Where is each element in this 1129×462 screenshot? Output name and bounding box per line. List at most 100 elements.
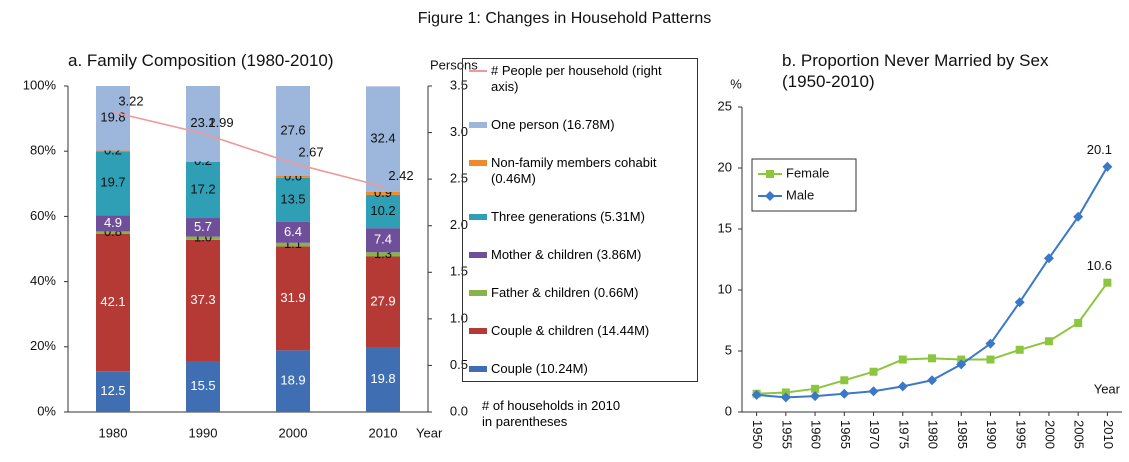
y2-tick-label: 1.5 bbox=[450, 264, 468, 279]
bar-segment bbox=[276, 86, 310, 176]
legend-swatch bbox=[469, 70, 487, 72]
legend-label: Three generations (5.31M) bbox=[491, 209, 645, 224]
marker bbox=[840, 376, 849, 385]
data-label: 19.7 bbox=[100, 175, 125, 190]
x-tick-label: 2010 bbox=[369, 425, 398, 440]
data-label: 31.9 bbox=[280, 290, 305, 305]
data-label: 2.42 bbox=[388, 168, 413, 183]
x-tick-label: 1980 bbox=[99, 425, 128, 440]
data-label: 5.7 bbox=[194, 219, 212, 234]
legend-item: Three generations (5.31M) bbox=[469, 209, 691, 225]
y2-tick-label: 0.5 bbox=[450, 357, 468, 372]
bar-segment bbox=[186, 86, 220, 162]
marker bbox=[928, 354, 936, 363]
bar-segment bbox=[366, 256, 400, 348]
data-label: 27.6 bbox=[280, 122, 305, 137]
y-tick-label: 25 bbox=[718, 98, 732, 113]
marker bbox=[1015, 345, 1024, 354]
data-label: 7.4 bbox=[374, 232, 392, 247]
bar-segment bbox=[366, 228, 400, 253]
bar-segment bbox=[366, 347, 400, 412]
y-tick-label: 5 bbox=[725, 342, 732, 357]
data-label: 37.3 bbox=[190, 292, 215, 307]
legend-item: Father & children (0.66M) bbox=[469, 285, 691, 301]
y-tick-label: 0% bbox=[37, 403, 56, 418]
legend-item: Mother & children (3.86M) bbox=[469, 247, 691, 263]
y2-tick-label: 0.0 bbox=[450, 403, 468, 418]
bar-segment bbox=[276, 221, 310, 243]
note: # of households in 2010 in parentheses bbox=[482, 398, 621, 429]
x-tick-label: 2000 bbox=[279, 425, 308, 440]
marker bbox=[986, 355, 995, 364]
bar-segment bbox=[96, 371, 130, 412]
legend-label: Father & children (0.66M) bbox=[491, 285, 639, 300]
legend-item: # People per household (right axis) bbox=[469, 63, 691, 95]
legend-swatch bbox=[469, 214, 487, 220]
marker bbox=[897, 381, 908, 392]
data-label: 6.4 bbox=[284, 224, 302, 239]
y-tick-label: 60% bbox=[30, 208, 56, 223]
bar-segment bbox=[186, 239, 220, 362]
bar-segment bbox=[186, 361, 220, 412]
data-label: 17.2 bbox=[190, 181, 215, 196]
legend-label: One person (16.78M) bbox=[491, 117, 615, 132]
x-tick-label: 1985 bbox=[955, 420, 970, 449]
marker bbox=[1103, 278, 1112, 287]
x-tick-label: 1960 bbox=[809, 420, 824, 449]
data-label: 10.2 bbox=[370, 203, 395, 218]
legend-label: Couple & children (14.44M) bbox=[491, 323, 650, 338]
data-label: 15.5 bbox=[190, 378, 215, 393]
data-label: 32.4 bbox=[370, 131, 395, 146]
bar-segment bbox=[186, 161, 220, 162]
marker bbox=[927, 375, 937, 386]
data-label: 27.9 bbox=[370, 293, 395, 308]
bar-segment bbox=[276, 242, 310, 247]
x-tick-label: 1980 bbox=[926, 420, 941, 449]
data-label: 3.22 bbox=[118, 94, 143, 109]
legend-swatch bbox=[469, 366, 487, 372]
data-label: 19.8 bbox=[100, 110, 125, 125]
data-label: 42.1 bbox=[100, 294, 125, 309]
bar-segment bbox=[276, 246, 310, 351]
marker bbox=[869, 367, 878, 376]
bar-segment bbox=[276, 350, 310, 412]
legend-label: Male bbox=[786, 187, 814, 202]
bar-segment bbox=[366, 252, 400, 257]
x-tick-label: 1975 bbox=[896, 420, 911, 449]
legend-item: Non-family members cohabit (0.46M) bbox=[469, 155, 691, 187]
chart-title: a. Family Composition (1980-2010) bbox=[68, 51, 334, 70]
legend-swatch bbox=[469, 290, 487, 296]
legend-swatch bbox=[469, 122, 487, 128]
y-tick-label: 20 bbox=[718, 159, 732, 174]
bar-segment bbox=[186, 161, 220, 219]
y-tick-label: 20% bbox=[30, 338, 56, 353]
bar-segment bbox=[96, 231, 130, 235]
y-axis-label: % bbox=[730, 76, 742, 91]
marker bbox=[810, 391, 821, 402]
legend-label: # People per household (right axis) bbox=[491, 63, 662, 94]
y2-tick-label: 3.0 bbox=[450, 124, 468, 139]
data-label: 20.1 bbox=[1087, 142, 1112, 157]
bar-segment bbox=[186, 236, 220, 240]
bar-segment bbox=[96, 151, 130, 216]
legend-marker bbox=[766, 170, 774, 178]
legend: # People per household (right axis) One p… bbox=[462, 58, 698, 382]
marker bbox=[1044, 337, 1053, 346]
legend-label: Couple (10.24M) bbox=[491, 361, 588, 376]
x-tick-label: 1995 bbox=[1013, 420, 1028, 449]
legend-item: Couple (10.24M) bbox=[469, 361, 691, 377]
bar-segment bbox=[96, 150, 130, 152]
bar-segment bbox=[366, 86, 400, 192]
marker bbox=[1073, 211, 1084, 222]
x-tick-label: 1970 bbox=[867, 420, 882, 449]
y-tick-label: 100% bbox=[23, 77, 57, 92]
legend-label: Female bbox=[786, 165, 829, 180]
bar-segment bbox=[276, 175, 310, 178]
data-label: 2.67 bbox=[298, 145, 323, 160]
bar-segment bbox=[96, 234, 130, 372]
x-tick-label: 2010 bbox=[1101, 420, 1116, 449]
x-tick-label: 2005 bbox=[1072, 420, 1087, 449]
marker bbox=[898, 355, 907, 364]
legend-box bbox=[751, 158, 857, 212]
